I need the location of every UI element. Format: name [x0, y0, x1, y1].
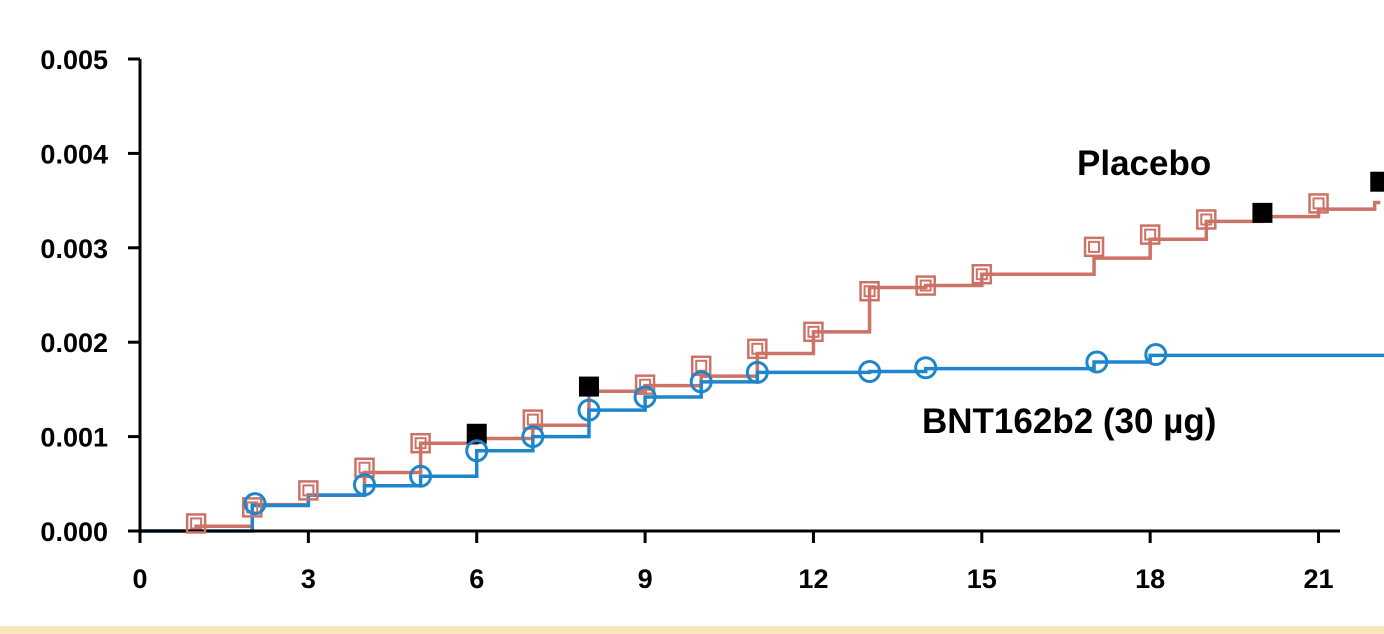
x-tick-label: 18 [1135, 564, 1165, 594]
censor-marker-placebo [747, 338, 768, 360]
censor-marker-placebo [915, 275, 936, 296]
y-tick-label: 0.005 [40, 45, 108, 75]
censor-marker-placebo [354, 457, 375, 479]
censor-marker-inner-placebo [639, 378, 652, 391]
y-tick-label: 0.004 [40, 139, 108, 169]
series-line-placebo [140, 200, 1381, 533]
censor-marker-inner-placebo [975, 268, 988, 281]
x-tick-label: 9 [638, 564, 653, 594]
censor-marker-placebo [971, 263, 993, 285]
censor-marker-placebo [803, 321, 824, 343]
censor-marker-inner-placebo [695, 359, 708, 372]
markers [185, 171, 1384, 534]
censor-marker-inner-placebo [414, 437, 427, 450]
filled-marker-placebo [1252, 202, 1273, 223]
censor-marker-placebo [859, 280, 880, 302]
censor-marker-bnt162b2 [745, 360, 769, 384]
censor-marker-inner-placebo [919, 279, 932, 292]
x-tick-label: 12 [798, 564, 828, 594]
bottom-decorative-band [0, 626, 1384, 634]
censor-marker-inner-placebo [358, 461, 371, 474]
censor-marker-bnt162b2 [409, 464, 433, 488]
series-label-placebo: Placebo [1077, 144, 1211, 183]
axis-ticks: 0 3 6 9 12 15 18 21 0.000 0.001 0.002 0.003 0.004 0.0… [40, 45, 1333, 594]
censor-marker-inner-placebo [526, 413, 539, 426]
x-tick-label: 15 [967, 564, 997, 594]
censor-marker-bnt162b2 [689, 370, 713, 394]
y-tick-label: 0.001 [40, 423, 108, 453]
censor-marker-bnt162b2 [914, 356, 938, 380]
censor-marker-placebo [1196, 209, 1217, 230]
axes [138, 59, 1340, 533]
x-tick-label: 0 [132, 564, 147, 594]
filled-marker-placebo [466, 423, 487, 444]
censor-marker-inner-placebo [1144, 228, 1157, 241]
censor-marker-placebo [1083, 236, 1105, 258]
censor-marker-placebo [1308, 193, 1329, 214]
series-label-bnt162b2: BNT162b2 (30 µg) [922, 402, 1216, 441]
censor-marker-bnt162b2 [352, 473, 376, 497]
censor-marker-placebo [690, 355, 712, 377]
x-tick-label: 6 [469, 564, 484, 594]
x-tick-label: 3 [301, 564, 316, 594]
y-tick-label: 0.002 [40, 328, 108, 358]
censor-marker-placebo [298, 480, 319, 501]
censor-marker-bnt162b2 [577, 398, 601, 422]
filled-marker-placebo [578, 376, 599, 397]
filled-marker-placebo [1370, 171, 1384, 192]
censor-marker-placebo [634, 374, 656, 395]
censor-marker-bnt162b2 [465, 439, 489, 463]
censor-marker-placebo [1139, 224, 1161, 245]
censor-marker-bnt162b2 [1085, 350, 1109, 374]
censor-marker-placebo [185, 513, 207, 534]
censor-marker-inner-placebo [807, 325, 820, 338]
plot-lines [140, 200, 1384, 533]
censor-marker-bnt162b2 [633, 385, 657, 409]
series-line-bnt162b2 [140, 353, 1384, 533]
censor-marker-inner-placebo [1312, 197, 1325, 210]
censor-marker-inner-placebo [1200, 213, 1213, 226]
censor-marker-bnt162b2 [1144, 342, 1168, 366]
censor-marker-bnt162b2 [243, 492, 267, 516]
y-tick-label: 0.003 [40, 234, 108, 264]
censor-marker-inner-placebo [751, 342, 764, 355]
censor-marker-inner-placebo [863, 285, 876, 298]
censor-marker-bnt162b2 [858, 359, 882, 383]
censor-marker-bnt162b2 [521, 425, 545, 449]
censor-marker-inner-placebo [190, 517, 203, 530]
censor-marker-placebo [410, 432, 431, 454]
y-tick-label: 0.000 [40, 517, 108, 547]
censor-marker-placebo [241, 497, 263, 518]
censor-marker-inner-placebo [1088, 240, 1101, 253]
censor-marker-inner-placebo [302, 484, 315, 497]
censor-marker-placebo [522, 409, 544, 430]
x-tick-label: 21 [1304, 564, 1334, 594]
